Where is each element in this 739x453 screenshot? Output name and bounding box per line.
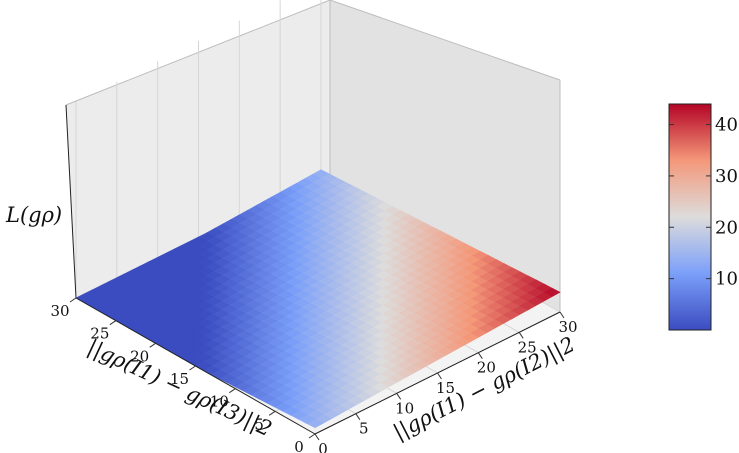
y-tick-mark [189,365,196,371]
colorbar-tick-label: 20 [715,217,738,238]
x-tick-label: 5 [359,420,369,438]
y-tick-label: 15 [170,370,189,388]
colorbar-gradient [668,103,712,331]
x-tick-label: 25 [518,338,537,356]
x-tick-mark [477,352,483,359]
x-tick-mark [396,393,402,400]
y-tick-mark [308,433,316,439]
x-tick-label: 0 [318,440,328,453]
colorbar-tick-label: 40 [715,115,738,136]
y-tick-mark [229,388,236,394]
x-tick-mark [314,433,320,441]
y-tick-label: 20 [130,347,149,365]
colorbar: 10 20 30 40 [668,103,738,331]
y-tick-label: 0 [294,438,304,453]
colorbar-tick-label: 10 [715,269,738,290]
z-axis-label: L(gρ) [5,203,62,227]
y-tick-mark [69,297,77,303]
surface-patch [306,418,324,429]
y-tick-label: 5 [254,415,264,433]
y-tick-mark [268,410,276,416]
x-tick-mark [437,372,442,380]
y-tick-label: 10 [210,393,229,411]
x-tick-mark [518,332,524,339]
y-tick-label: 25 [90,325,109,343]
colorbar-tick-label: 30 [715,166,738,187]
x-tick-label: 15 [436,379,455,397]
surface [75,169,561,429]
axes: 0 5 10 15 20 25 30 0 5 10 15 20 25 30 [50,104,578,453]
right-back-pane [330,0,560,312]
colorbar-ticks: 10 20 30 40 [669,115,738,290]
x-tick-mark [355,413,361,420]
y-tick-mark [109,320,117,326]
z-axis-line [65,104,77,299]
x-tick-mark [559,311,565,319]
x-tick-label: 20 [477,359,496,377]
x-tick-label: 30 [558,318,577,336]
y-tick-label: 30 [50,302,69,320]
x-tick-label: 10 [395,399,414,417]
y-tick-mark [149,342,156,348]
